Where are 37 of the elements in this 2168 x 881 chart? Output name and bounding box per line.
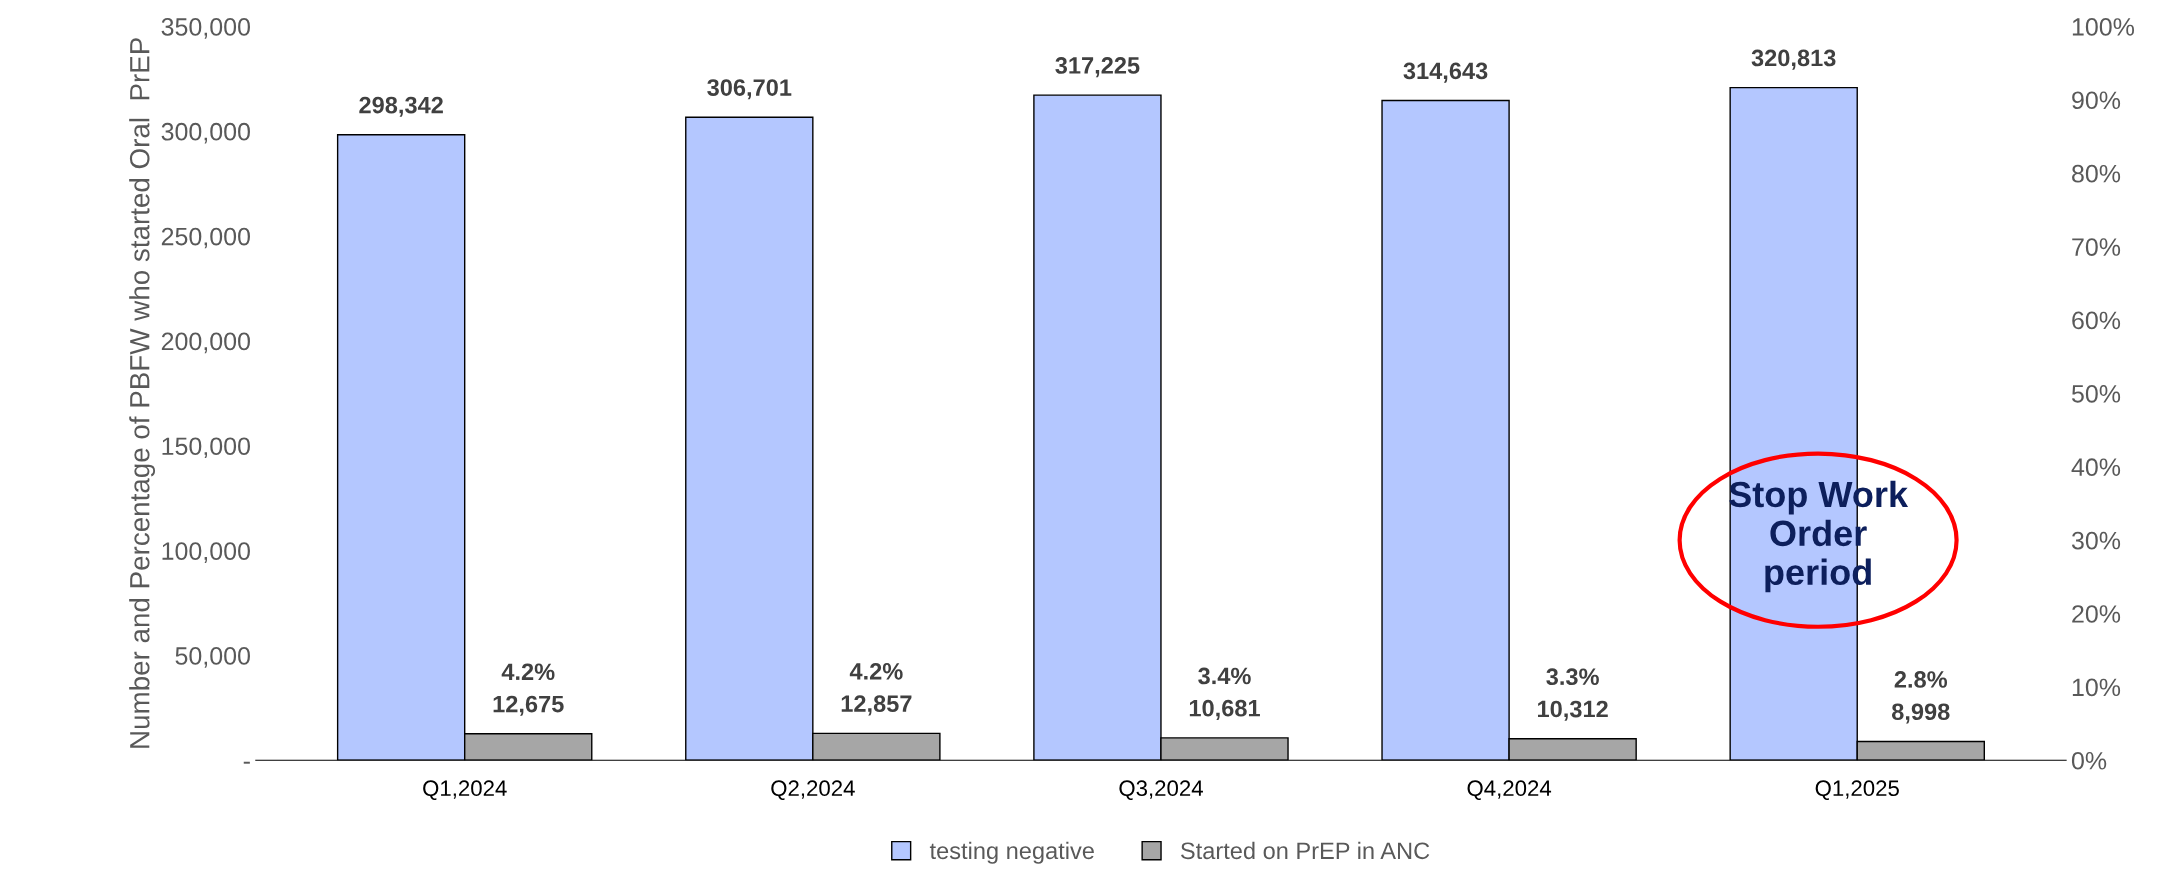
x-tick-label: Q3,2024 xyxy=(1119,780,1203,801)
data-label: 4.2% 12,857 xyxy=(841,663,912,716)
data-label: 306,701 xyxy=(707,79,792,100)
y2-tick-label: 100% xyxy=(2072,18,2135,36)
y2-tick-label: 0% xyxy=(2071,751,2107,770)
y-tick-label: - xyxy=(243,761,250,764)
y2-tick-label: 20% xyxy=(2072,605,2121,623)
legend-label: testing negative xyxy=(929,841,1094,864)
y2-tick-label: 10% xyxy=(2072,678,2121,697)
y-tick-label: 200,000 xyxy=(161,332,250,354)
data-label: 3.3% 10,312 xyxy=(1538,668,1608,721)
y2-tick-label: 80% xyxy=(2072,164,2121,183)
x-tick-label: Q1,2024 xyxy=(423,780,507,801)
y-tick-label: 50,000 xyxy=(175,647,250,668)
x-tick-label: Q1,2025 xyxy=(1815,780,1899,801)
data-label: 320,813 xyxy=(1751,49,1836,70)
y2-tick-label: 90% xyxy=(2072,91,2121,110)
data-label: 314,643 xyxy=(1403,62,1488,83)
data-label: 298,342 xyxy=(359,96,443,117)
data-label: 3.4% 10,681 xyxy=(1189,667,1260,720)
y2-tick-label: 50% xyxy=(2071,384,2121,403)
legend-label: Started on PrEP in ANC xyxy=(1180,841,1430,860)
y-tick-label: 300,000 xyxy=(161,122,250,144)
data-label: 2.8% 8,998 xyxy=(1891,671,1950,724)
y2-tick-label: 40% xyxy=(2071,458,2121,477)
y-tick-label: 100,000 xyxy=(162,542,250,563)
y2-tick-label: 30% xyxy=(2071,531,2121,550)
y-tick-label: 150,000 xyxy=(162,437,250,459)
data-label: 4.2% 12,675 xyxy=(493,663,564,716)
data-label: 317,225 xyxy=(1055,57,1140,78)
x-tick-label: Q4,2024 xyxy=(1467,780,1552,801)
y2-tick-label: 60% xyxy=(2072,311,2121,330)
y-axis-title: Number and Percentage of PBFW who started Oral PrEP xyxy=(129,38,156,748)
x-tick-label: Q2,2024 xyxy=(771,780,855,801)
y2-tick-label: 70% xyxy=(2072,238,2121,256)
y-tick-label: 350,000 xyxy=(161,18,250,39)
y-tick-label: 250,000 xyxy=(161,227,250,249)
